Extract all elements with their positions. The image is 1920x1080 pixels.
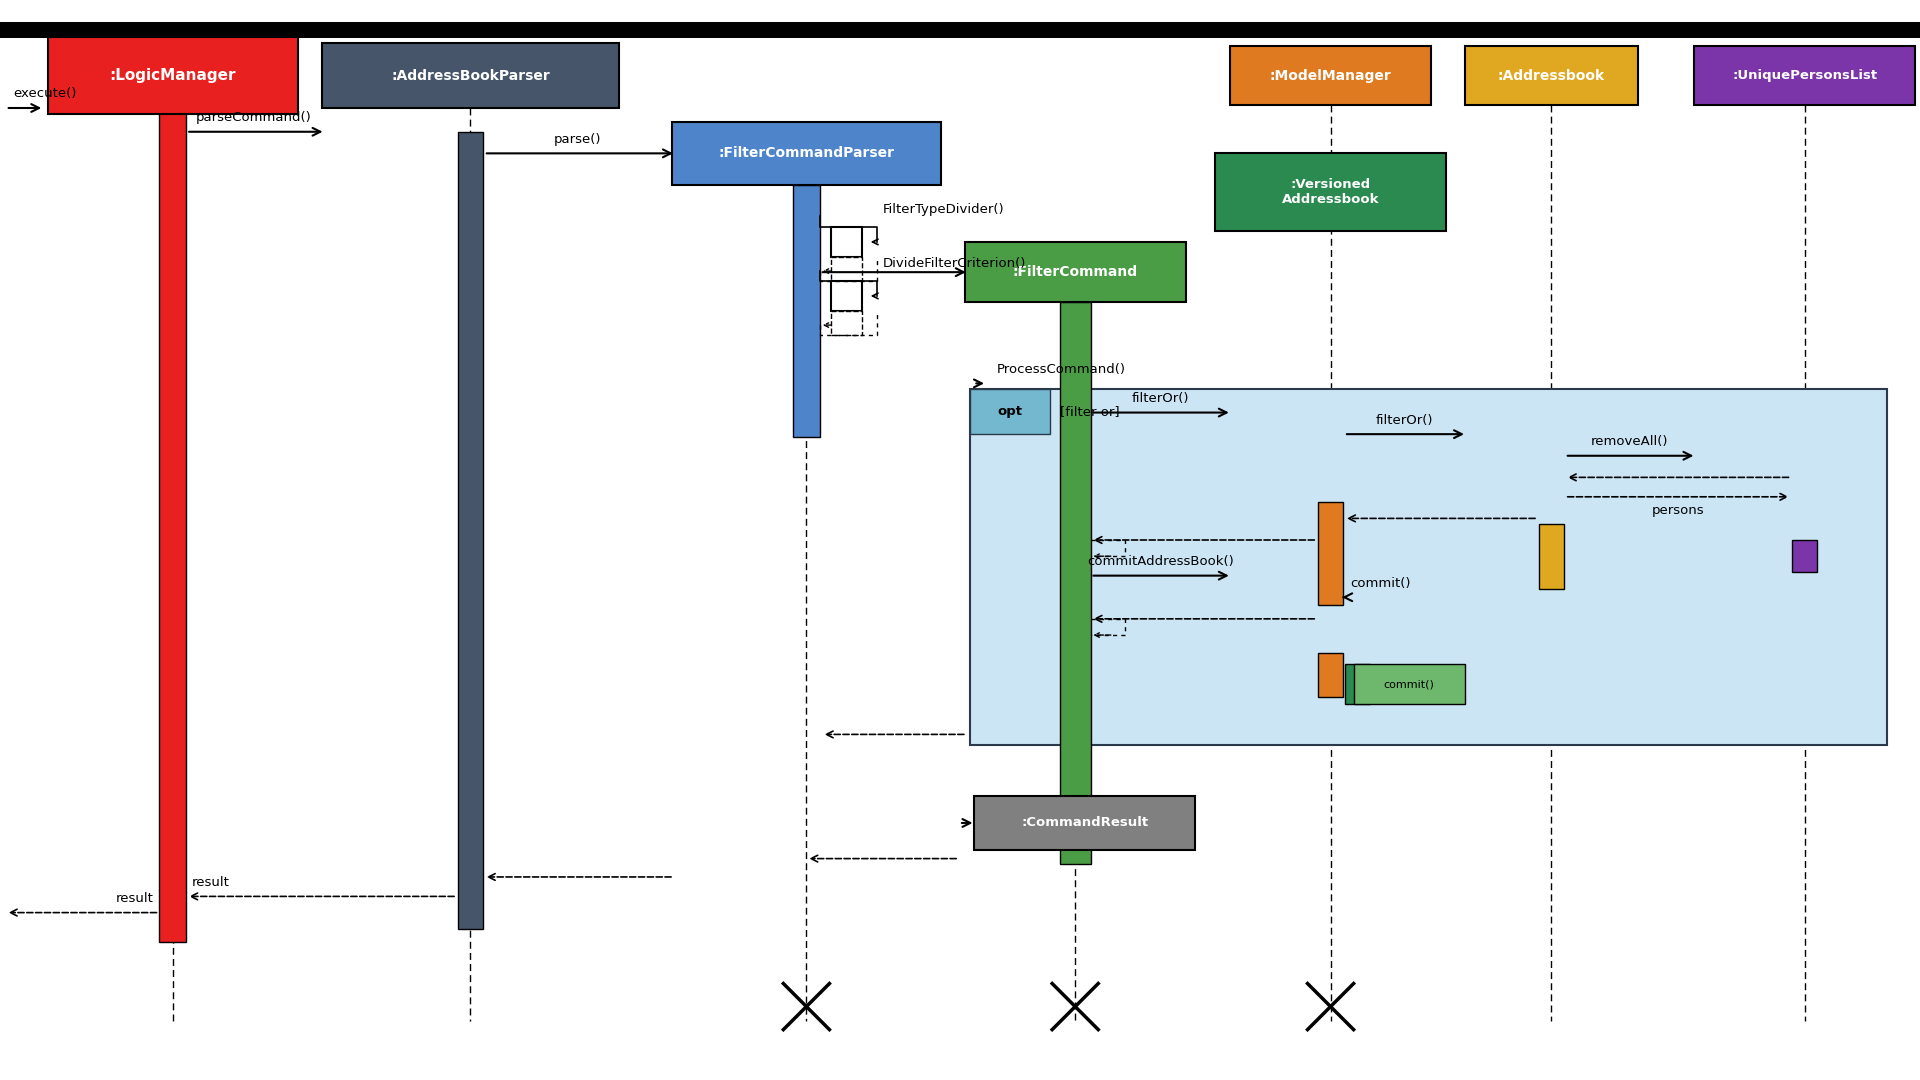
- Text: :FilterCommandParser: :FilterCommandParser: [718, 147, 895, 160]
- Text: filterOr(): filterOr(): [1377, 414, 1432, 427]
- Bar: [831, 311, 862, 335]
- Bar: [831, 227, 862, 257]
- Bar: [975, 796, 1194, 850]
- Text: filterOr(): filterOr(): [1131, 392, 1188, 405]
- Bar: [966, 242, 1187, 301]
- Text: commit(): commit(): [1350, 577, 1411, 590]
- Bar: [672, 122, 941, 185]
- Bar: [1229, 45, 1430, 105]
- Text: :Addressbook: :Addressbook: [1498, 69, 1605, 82]
- Text: opt: opt: [996, 405, 1023, 418]
- Text: result: result: [192, 876, 230, 889]
- Bar: [457, 132, 484, 929]
- Text: FilterTypeDivider(): FilterTypeDivider(): [883, 203, 1004, 216]
- Bar: [1317, 502, 1344, 605]
- Bar: [1793, 540, 1816, 572]
- Text: :UniquePersonsList: :UniquePersonsList: [1732, 69, 1878, 82]
- Text: parseCommand(): parseCommand(): [196, 111, 311, 124]
- Bar: [793, 185, 820, 437]
- Text: :LogicManager: :LogicManager: [109, 68, 236, 83]
- Bar: [831, 257, 862, 281]
- Text: :AddressBookParser: :AddressBookParser: [392, 69, 549, 82]
- Bar: [1317, 653, 1344, 697]
- Text: :ModelManager: :ModelManager: [1269, 69, 1392, 82]
- Text: :CommandResult: :CommandResult: [1021, 816, 1148, 829]
- Bar: [1354, 664, 1465, 704]
- Bar: [1693, 45, 1914, 105]
- Bar: [48, 37, 298, 114]
- Bar: [970, 389, 1050, 434]
- Text: execute(): execute(): [13, 87, 77, 100]
- Text: commit(): commit(): [1384, 679, 1434, 689]
- Bar: [1465, 45, 1638, 105]
- Bar: [1060, 302, 1091, 864]
- Bar: [1215, 153, 1446, 231]
- Bar: [321, 43, 618, 108]
- Bar: [1540, 524, 1565, 589]
- Bar: [970, 389, 1887, 745]
- Text: persons: persons: [1651, 504, 1705, 517]
- Text: parse(): parse(): [555, 133, 601, 146]
- Text: result: result: [115, 892, 154, 905]
- Bar: [1344, 664, 1371, 704]
- Text: :FilterCommand: :FilterCommand: [1012, 266, 1139, 279]
- Text: DivideFilterCriterion(): DivideFilterCriterion(): [883, 257, 1027, 270]
- Bar: [0, 22, 1920, 38]
- Text: :Versioned
Addressbook: :Versioned Addressbook: [1283, 178, 1379, 206]
- Bar: [831, 281, 862, 311]
- Text: commitAddressBook(): commitAddressBook(): [1087, 555, 1233, 568]
- Text: [filter or]: [filter or]: [1060, 405, 1119, 418]
- Text: ProcessCommand(): ProcessCommand(): [996, 363, 1125, 376]
- Text: removeAll(): removeAll(): [1592, 435, 1668, 448]
- Bar: [159, 108, 186, 942]
